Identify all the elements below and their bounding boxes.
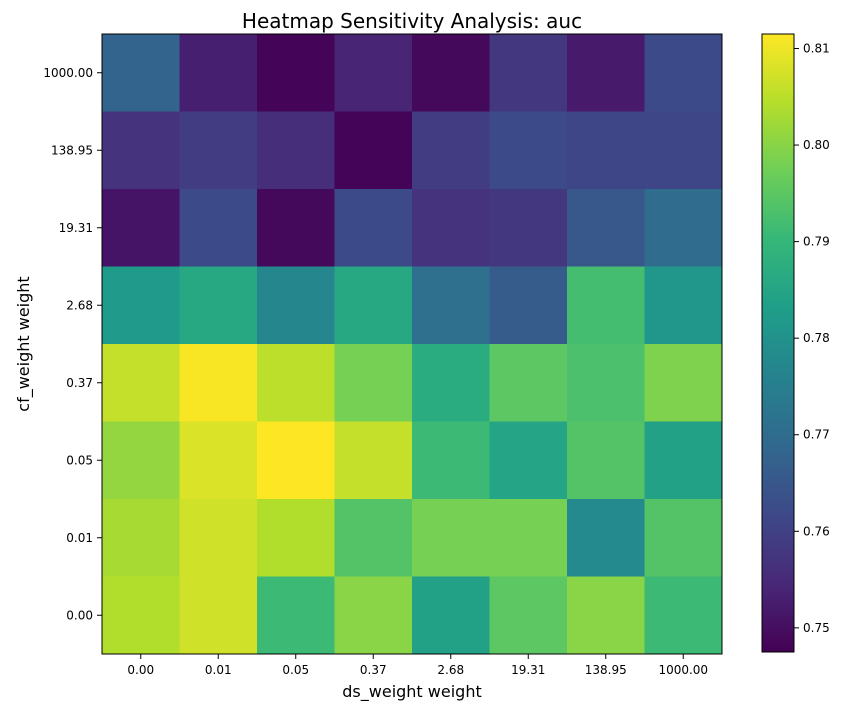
y-axis-ticks: 1000.00 138.95 19.31 2.68 0.37 0.05 0.01 0.00 [43,66,102,622]
heatmap-cell [257,421,335,500]
heatmap-cell [644,576,723,655]
heatmap-cell [412,189,490,267]
heatmap-cell [257,344,335,422]
heatmap-cell [257,34,335,112]
heatmap-cell [644,344,723,422]
colorbar-tick-label: 0.80 [803,138,830,152]
y-tick-label: 138.95 [51,143,93,157]
heatmap-cell [567,266,645,345]
heatmap-cell [102,499,180,577]
heatmap-cell [179,421,258,500]
heatmap-cell [179,111,258,190]
x-axis-label: ds_weight weight [342,682,481,702]
heatmap-cell [102,111,180,190]
heatmap-cell [412,499,490,577]
y-tick-label: 0.00 [66,608,93,622]
x-tick-label: 0.00 [127,663,154,677]
heatmap-cell [334,189,413,267]
heatmap-cell [567,576,645,655]
x-tick-label: 138.95 [585,663,627,677]
heatmap-cell [567,499,645,577]
heatmap-cell [179,576,258,655]
x-tick-label: 0.05 [282,663,309,677]
heatmap-cell [179,34,258,112]
heatmap-cell [102,344,180,422]
heatmap-cell [257,189,335,267]
colorbar-tick-label: 0.81 [803,41,830,55]
colorbar [761,33,795,653]
heatmap-cell [334,576,413,655]
heatmap-cell [644,111,723,190]
heatmap-cell [644,189,723,267]
heatmap-cell [644,499,723,577]
y-tick-label: 0.37 [66,376,93,390]
heatmap-cell [644,34,723,112]
heatmap-cell [412,344,490,422]
chart-title: Heatmap Sensitivity Analysis: auc [242,9,582,33]
heatmap-cell [567,344,645,422]
heatmap-cell [257,111,335,190]
heatmap-cell [412,576,490,655]
heatmap-cell [489,266,568,345]
heatmap-cell [489,34,568,112]
colorbar-tick-label: 0.75 [803,621,830,635]
x-tick-label: 2.68 [437,663,464,677]
heatmap-cell [412,421,490,500]
colorbar-tick-label: 0.78 [803,331,830,345]
heatmap-cell [567,34,645,112]
colorbar-tick-label: 0.76 [803,524,830,538]
x-tick-label: 0.01 [205,663,232,677]
heatmap-cell [567,189,645,267]
heatmap-cell [489,576,568,655]
heatmap-cell [257,576,335,655]
heatmap-cell [412,111,490,190]
heatmap-cell [102,34,180,112]
heatmap-cell [334,111,413,190]
heatmap-cell [179,344,258,422]
heatmap-cell [644,266,723,345]
y-tick-label: 1000.00 [43,66,93,80]
heatmap-cell [489,189,568,267]
x-tick-label: 0.37 [360,663,387,677]
x-axis-ticks: 0.00 0.01 0.05 0.37 2.68 19.31 138.95 1000.00 [127,654,708,677]
x-tick-label: 19.31 [511,663,545,677]
heatmap-cell [334,34,413,112]
colorbar-ticks: 0.75 0.76 0.77 0.78 0.79 0.80 0.81 [794,41,830,635]
heatmap-cell [257,266,335,345]
heatmap-cell [102,421,180,500]
heatmap-cell [567,421,645,500]
y-axis-label: cf_weight weight [14,276,34,411]
colorbar-tick-label: 0.77 [803,428,830,442]
heatmap-cell [179,499,258,577]
heatmap-cell [489,499,568,577]
heatmap-cell [489,421,568,500]
heatmap-cell [644,421,723,500]
heatmap-cell [489,344,568,422]
heatmap-cell [567,111,645,190]
heatmap-cell [334,344,413,422]
x-tick-label: 1000.00 [658,663,708,677]
heatmap-cell [179,266,258,345]
heatmap-cell [334,266,413,345]
heatmap-cell [102,189,180,267]
heatmap-cell [179,189,258,267]
heatmap-cells [102,34,723,655]
y-tick-label: 19.31 [59,221,93,235]
y-tick-label: 0.05 [66,453,93,467]
plot-frame [101,33,723,655]
heatmap-cell [334,421,413,500]
y-tick-label: 2.68 [66,298,93,312]
colorbar-tick-label: 0.79 [803,235,830,249]
heatmap-cell [412,34,490,112]
heatmap-cell [412,266,490,345]
heatmap-cell [257,499,335,577]
heatmap-cell [102,576,180,655]
y-tick-label: 0.01 [66,531,93,545]
heatmap-cell [489,111,568,190]
heatmap-cell [102,266,180,345]
heatmap-cell [334,499,413,577]
